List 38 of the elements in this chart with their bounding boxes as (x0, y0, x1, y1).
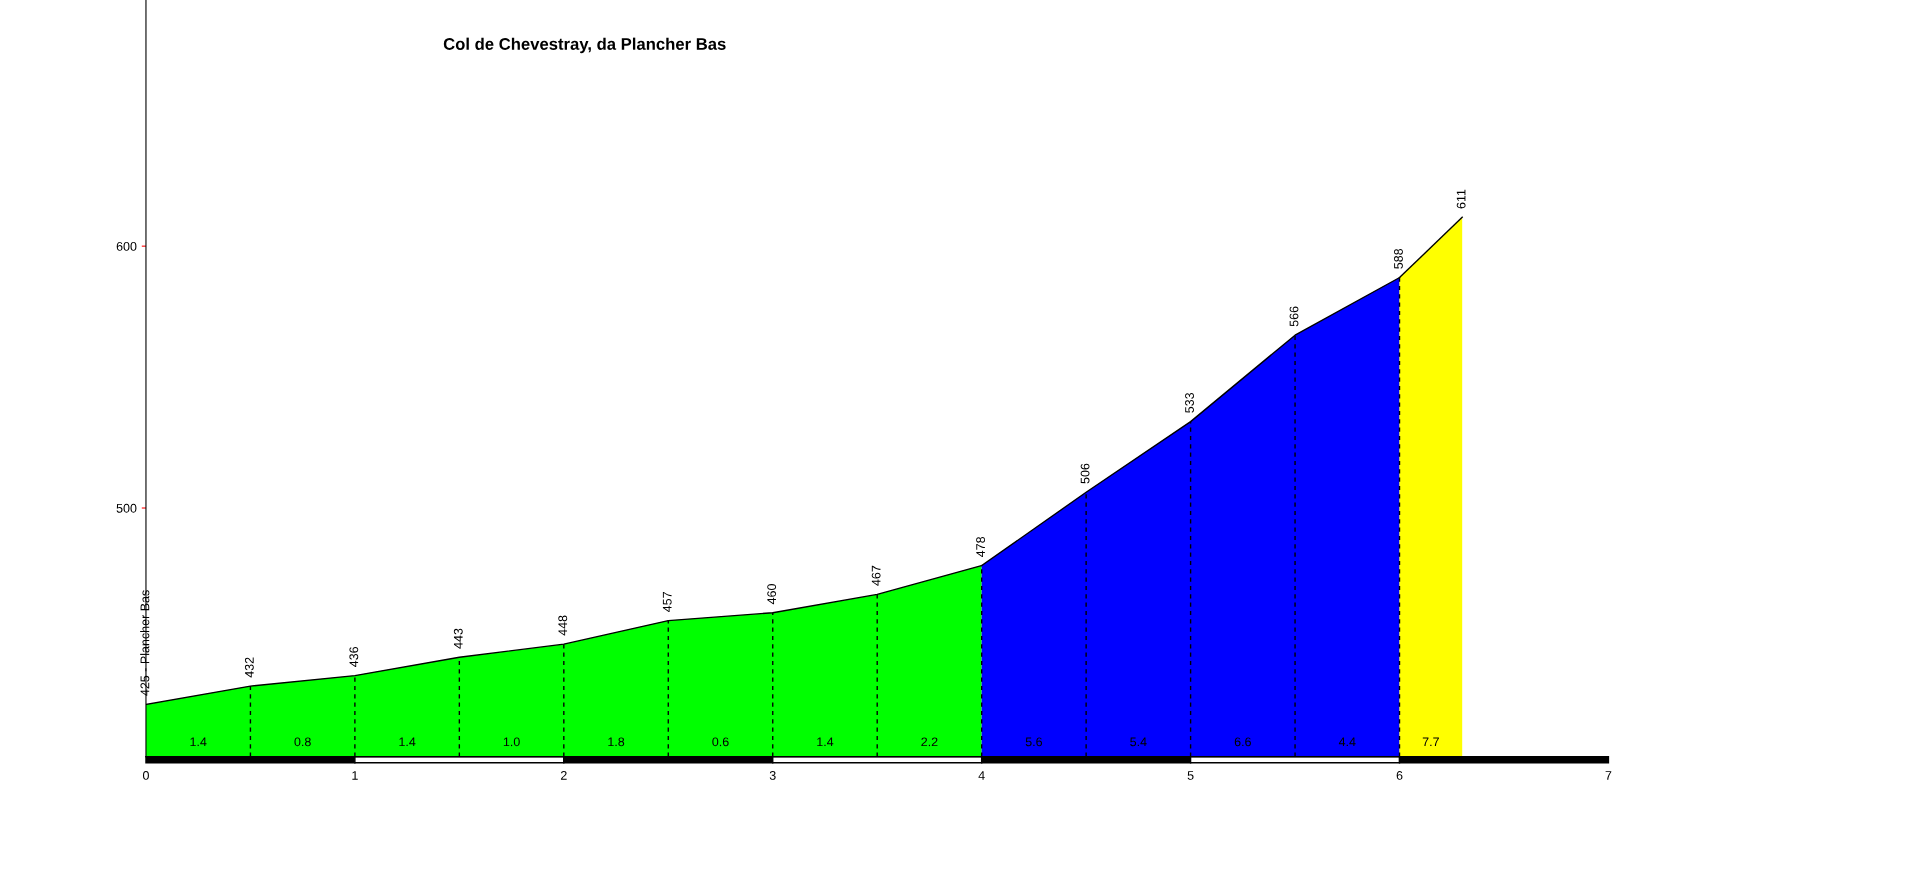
annotation: 1.8 (608, 737, 625, 747)
data-label: 443 (453, 628, 463, 649)
y-tick-label: 500 (116, 503, 137, 513)
annotation: 5.6 (1025, 737, 1043, 747)
y-tick-label: 600 (116, 241, 137, 251)
data-label: 478 (976, 536, 986, 557)
annotation: 1.4 (399, 737, 416, 747)
annotation: 2.2 (921, 737, 938, 747)
x-tick-label: 3 (769, 771, 776, 780)
data-label: 506 (1080, 463, 1090, 484)
x-tick-label: 5 (1187, 771, 1194, 780)
annotation: 5.4 (1130, 737, 1147, 747)
data-label: 425 - Plancher Bas (140, 590, 150, 696)
annotation: 6.6 (1234, 737, 1251, 747)
text: Col de Chevestray, da Plancher Bas (443, 37, 726, 54)
data-label: 436 (349, 646, 359, 667)
annotation: 0.8 (294, 737, 311, 747)
data-label: 457 (662, 592, 672, 612)
x-tick-label: 7 (1605, 771, 1612, 780)
x-tick-label: 0 (142, 771, 149, 780)
data-label: 588 (1394, 248, 1403, 269)
x-tick-label: 1 (352, 771, 358, 780)
annotation: 1.4 (190, 737, 207, 747)
x-tick-label: 6 (1396, 771, 1403, 780)
data-label: 566 (1289, 306, 1299, 327)
x-tick-label: 4 (978, 771, 985, 780)
data-label: 432 (244, 657, 254, 678)
data-label: 467 (871, 565, 881, 586)
annotation: 0.6 (712, 737, 729, 747)
data-label: 611 (1456, 189, 1466, 209)
x-tick-label: 2 (560, 771, 567, 780)
data-label: 533 (1185, 392, 1194, 413)
annotation: 1.0 (503, 737, 520, 747)
annotation: 7.7 (1422, 737, 1439, 747)
annotation: 4.4 (1338, 737, 1356, 747)
annotation: 1.4 (817, 737, 834, 747)
data-label: 448 (558, 615, 568, 636)
data-label: 460 (767, 584, 777, 605)
